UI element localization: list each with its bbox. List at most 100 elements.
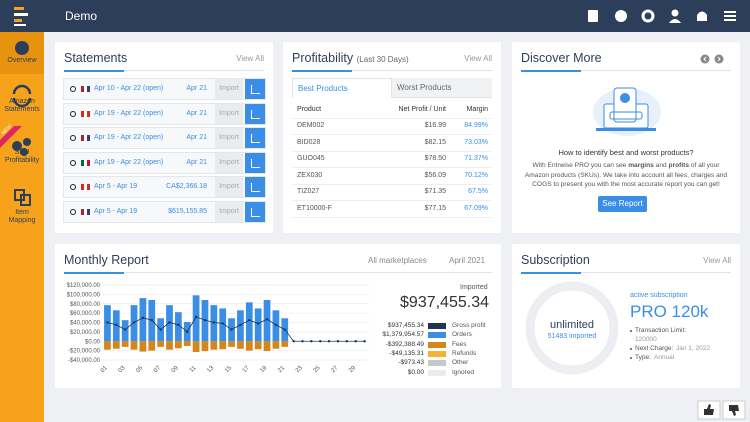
- bar: [263, 300, 271, 342]
- report-button[interactable]: [245, 177, 265, 197]
- x-tick-label: 13: [206, 365, 215, 374]
- line-point: [123, 328, 127, 331]
- icon: [251, 85, 260, 94]
- report-button[interactable]: [245, 128, 265, 148]
- see-report-button[interactable]: See Report: [598, 196, 647, 212]
- cell: $77.15: [424, 204, 446, 212]
- y-tick-label: $80,000.00: [70, 302, 101, 308]
- bar: [263, 341, 271, 352]
- view-all[interactable]: View All: [464, 54, 492, 63]
- legend-swatch: [428, 332, 446, 339]
- table-row: GUO045 $78.50 71.37%: [292, 151, 492, 168]
- import-button[interactable]: Import: [215, 128, 243, 148]
- cell: GUO045: [297, 155, 325, 162]
- bar: [183, 341, 191, 346]
- amount: Apr 21: [186, 109, 207, 117]
- nav-item[interactable]: Overview: [7, 57, 37, 64]
- amount: Apr 21: [186, 85, 207, 92]
- line-point: [115, 323, 118, 327]
- statement-row: Apr 5 - Apr 19 CA$2,366.18 Import: [63, 176, 266, 198]
- report-button[interactable]: [245, 79, 265, 99]
- card-title: Discover More: [521, 51, 602, 65]
- import-button[interactable]: Import: [215, 201, 243, 222]
- statement-row: Apr 19 - Apr 22 (open) Apr 21 Import: [63, 102, 266, 125]
- legend-name: Refunds: [452, 349, 477, 357]
- view-all[interactable]: View All: [236, 54, 264, 63]
- header-title: Demo: [65, 9, 98, 23]
- donut: [525, 281, 619, 375]
- period: Apr 5 - Apr 19: [94, 207, 138, 215]
- text: of all your Amazon products (SKUs). We t…: [524, 162, 728, 188]
- line-point: [159, 328, 162, 331]
- flag: [81, 159, 90, 166]
- nav-item[interactable]: Amazon Statements: [4, 98, 40, 113]
- plan: PRO 120k: [630, 302, 709, 321]
- column-header: Net Profit / Unit: [398, 106, 446, 113]
- line-point: [106, 321, 109, 324]
- import-button[interactable]: Import: [215, 103, 243, 124]
- report-button[interactable]: [245, 103, 265, 124]
- nav-item[interactable]: Item Mapping: [8, 209, 36, 224]
- legend-swatch: [428, 360, 446, 367]
- legend-value: -$392,388.49: [385, 340, 424, 348]
- card-title: Profitability: [292, 51, 354, 65]
- filter[interactable]: All marketplaces: [368, 256, 427, 265]
- table-header: Product Net Profit / Unit Margin: [292, 102, 492, 119]
- legend-swatch: [428, 323, 446, 329]
- tab[interactable]: Worst Products: [392, 78, 492, 98]
- period: Apr 5 - Apr 19: [94, 183, 138, 190]
- x-tick-label: 17: [242, 365, 251, 374]
- icon: [251, 109, 260, 119]
- detail-value: Annual: [654, 354, 675, 361]
- period: Apr 19 - Apr 22 (open): [94, 109, 164, 117]
- amount: CA$2,366.18: [166, 183, 207, 190]
- illustration: [593, 87, 661, 136]
- import-button[interactable]: Import: [215, 152, 243, 173]
- bar: [245, 341, 253, 351]
- line-point: [345, 340, 349, 343]
- bar: [219, 341, 227, 350]
- y-tick-label: $40,000.00: [70, 321, 101, 327]
- report-button[interactable]: [245, 201, 265, 222]
- import-button[interactable]: Import: [215, 177, 243, 197]
- line-point: [274, 323, 278, 327]
- nav-item[interactable]: SKU Profitability: [4, 149, 40, 164]
- sidebar: Overview Amazon Statements SKU Profitabili…: [0, 32, 44, 422]
- monthly-report-card: Monthly Report All marketplaces April 20…: [55, 244, 501, 388]
- line-point: [248, 318, 251, 322]
- bar: [148, 341, 156, 351]
- bar: [166, 341, 173, 350]
- tab[interactable]: Best Products: [292, 78, 392, 98]
- table-row: ET10000-F $77.15 67.09%: [292, 201, 492, 218]
- amount: Apr 21: [186, 158, 207, 166]
- donut-sub: 51483 imported: [547, 333, 597, 340]
- imported-label: Imported: [460, 284, 488, 291]
- line-point: [212, 321, 216, 324]
- filter[interactable]: April 2021: [449, 256, 486, 265]
- y-tick-label: -$40,000.00: [68, 358, 101, 364]
- bar: [121, 341, 129, 347]
- report-button[interactable]: [245, 152, 265, 173]
- y-tick-label: $120,000.00: [67, 283, 101, 289]
- legend-name: Gross profit: [452, 322, 486, 329]
- amount: Apr 21: [186, 134, 207, 141]
- x-tick-label: 11: [189, 365, 198, 374]
- import-button[interactable]: Import: [215, 79, 243, 99]
- cell: $16.99: [424, 122, 446, 129]
- bar: [219, 308, 227, 342]
- card-title: Monthly Report: [64, 253, 149, 267]
- bar: [139, 298, 147, 342]
- legend-value: $937,455.34: [387, 322, 424, 329]
- top-icons[interactable]: [585, 8, 745, 24]
- feedback[interactable]: [697, 400, 747, 420]
- amazon-icon: [70, 86, 76, 92]
- carousel-arrows[interactable]: [700, 54, 726, 64]
- table-row: ZEX030 $56.09 70.12%: [292, 168, 492, 185]
- view-all[interactable]: View All: [703, 256, 731, 265]
- x-tick-label: 03: [118, 365, 127, 374]
- line-point: [310, 340, 313, 343]
- description: With Entrwise PRO you can see margins an…: [524, 161, 728, 190]
- column-header: Margin: [466, 106, 488, 113]
- line-point: [194, 315, 198, 319]
- flag: [81, 86, 90, 92]
